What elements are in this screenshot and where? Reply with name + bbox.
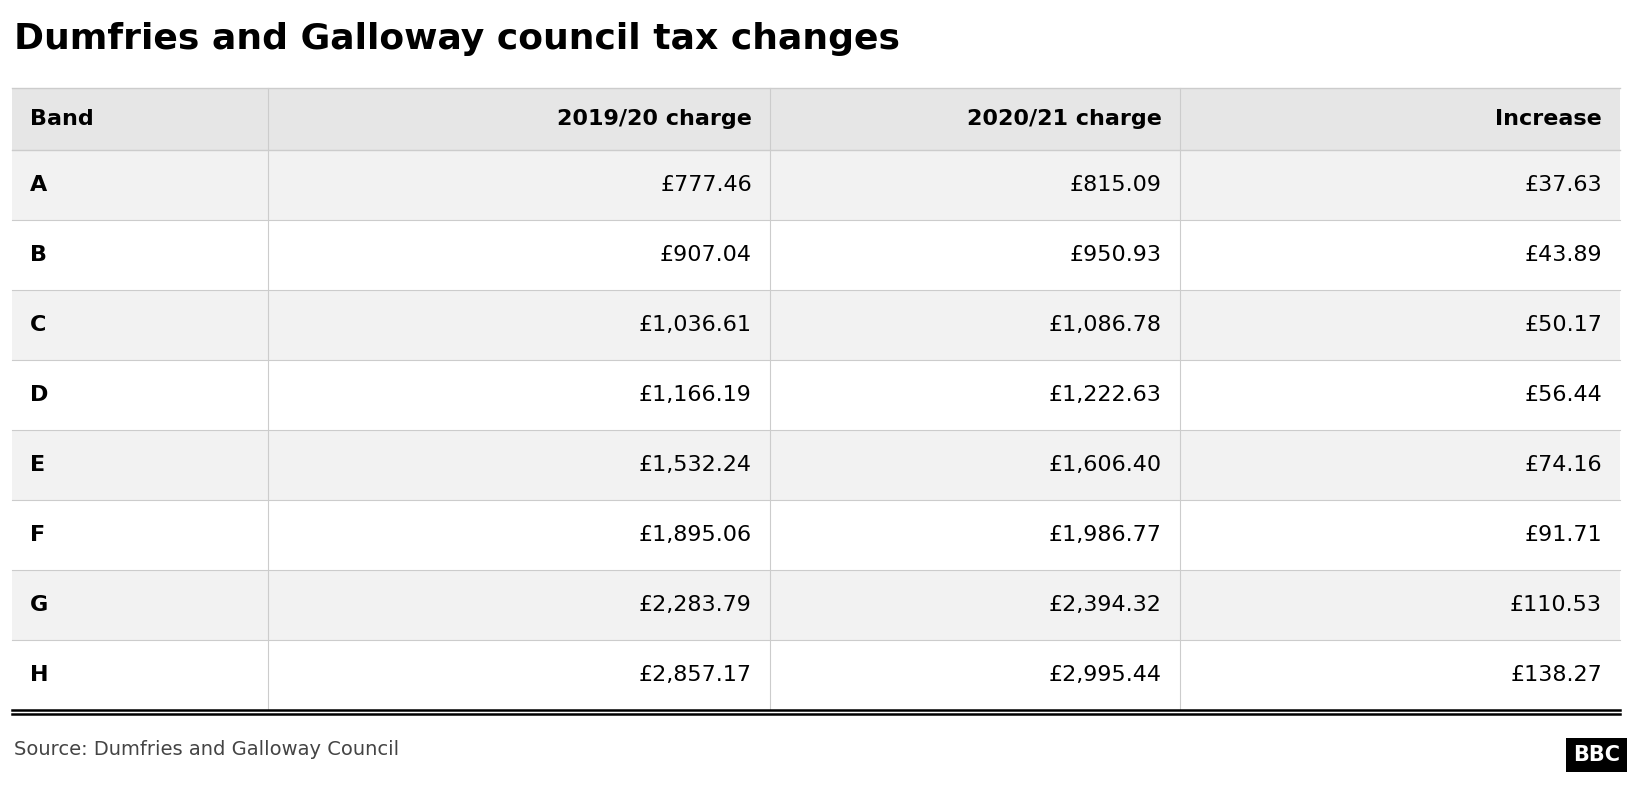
Text: £815.09: £815.09 — [1071, 175, 1162, 195]
Text: £2,857.17: £2,857.17 — [640, 665, 752, 685]
Text: C: C — [29, 315, 46, 335]
Text: A: A — [29, 175, 47, 195]
Text: Dumfries and Galloway council tax changes: Dumfries and Galloway council tax change… — [15, 22, 899, 56]
Text: E: E — [29, 455, 46, 475]
FancyBboxPatch shape — [11, 150, 1621, 220]
Text: £1,532.24: £1,532.24 — [640, 455, 752, 475]
FancyBboxPatch shape — [11, 290, 1621, 360]
Text: B: B — [29, 245, 47, 265]
Text: D: D — [29, 385, 49, 405]
Text: £1,606.40: £1,606.40 — [1049, 455, 1162, 475]
FancyBboxPatch shape — [11, 360, 1621, 430]
FancyBboxPatch shape — [11, 570, 1621, 640]
Text: £37.63: £37.63 — [1524, 175, 1603, 195]
Text: F: F — [29, 525, 46, 545]
Text: £56.44: £56.44 — [1524, 385, 1603, 405]
FancyBboxPatch shape — [11, 640, 1621, 710]
Text: £43.89: £43.89 — [1524, 245, 1603, 265]
Text: £2,995.44: £2,995.44 — [1049, 665, 1162, 685]
Text: G: G — [29, 595, 49, 615]
Text: Source: Dumfries and Galloway Council: Source: Dumfries and Galloway Council — [15, 740, 400, 759]
Text: £1,166.19: £1,166.19 — [640, 385, 752, 405]
FancyBboxPatch shape — [11, 500, 1621, 570]
FancyBboxPatch shape — [11, 430, 1621, 500]
Text: £91.71: £91.71 — [1524, 525, 1603, 545]
Text: £74.16: £74.16 — [1524, 455, 1603, 475]
Text: £1,086.78: £1,086.78 — [1049, 315, 1162, 335]
Text: £1,986.77: £1,986.77 — [1049, 525, 1162, 545]
Text: £777.46: £777.46 — [661, 175, 752, 195]
FancyBboxPatch shape — [11, 88, 1621, 150]
Text: 2019/20 charge: 2019/20 charge — [557, 109, 752, 129]
Text: £1,895.06: £1,895.06 — [638, 525, 752, 545]
FancyBboxPatch shape — [11, 220, 1621, 290]
Text: Increase: Increase — [1495, 109, 1603, 129]
Text: £1,036.61: £1,036.61 — [640, 315, 752, 335]
Text: £2,394.32: £2,394.32 — [1049, 595, 1162, 615]
Text: BBC: BBC — [1573, 745, 1621, 765]
Text: 2020/21 charge: 2020/21 charge — [968, 109, 1162, 129]
Text: Band: Band — [29, 109, 93, 129]
Text: £2,283.79: £2,283.79 — [640, 595, 752, 615]
Text: £950.93: £950.93 — [1071, 245, 1162, 265]
Text: H: H — [29, 665, 49, 685]
Text: £907.04: £907.04 — [659, 245, 752, 265]
Text: £110.53: £110.53 — [1510, 595, 1603, 615]
Text: £1,222.63: £1,222.63 — [1049, 385, 1162, 405]
Text: £138.27: £138.27 — [1510, 665, 1603, 685]
Text: £50.17: £50.17 — [1524, 315, 1603, 335]
